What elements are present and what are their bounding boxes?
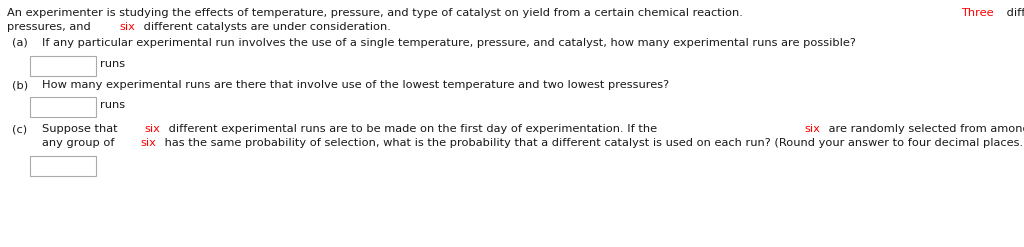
Text: pressures, and: pressures, and [7, 22, 94, 32]
Text: An experimenter is studying the effects of temperature, pressure, and type of ca: An experimenter is studying the effects … [7, 8, 746, 18]
Text: Suppose that: Suppose that [42, 124, 121, 134]
FancyBboxPatch shape [30, 56, 96, 76]
Text: runs: runs [100, 59, 125, 69]
Text: (b): (b) [12, 80, 28, 90]
Text: has the same probability of selection, what is the probability that a different : has the same probability of selection, w… [161, 138, 1024, 148]
Text: any group of: any group of [42, 138, 118, 148]
Text: Three: Three [962, 8, 994, 18]
Text: (c): (c) [12, 124, 27, 134]
Text: runs: runs [100, 100, 125, 110]
Text: six: six [805, 124, 820, 134]
FancyBboxPatch shape [30, 156, 96, 176]
Text: If any particular experimental run involves the use of a single temperature, pre: If any particular experimental run invol… [42, 38, 856, 48]
FancyBboxPatch shape [30, 97, 96, 117]
Text: six: six [144, 124, 160, 134]
Text: are randomly selected from among all the possibilities, so that: are randomly selected from among all the… [825, 124, 1024, 134]
Text: six: six [140, 138, 156, 148]
Text: different experimental runs are to be made on the first day of experimentation. : different experimental runs are to be ma… [165, 124, 660, 134]
Text: different catalysts are under consideration.: different catalysts are under considerat… [140, 22, 391, 32]
Text: different temperatures,: different temperatures, [1004, 8, 1024, 18]
Text: (a): (a) [12, 38, 28, 48]
Text: How many experimental runs are there that involve use of the lowest temperature : How many experimental runs are there tha… [42, 80, 669, 90]
Text: six: six [120, 22, 135, 32]
